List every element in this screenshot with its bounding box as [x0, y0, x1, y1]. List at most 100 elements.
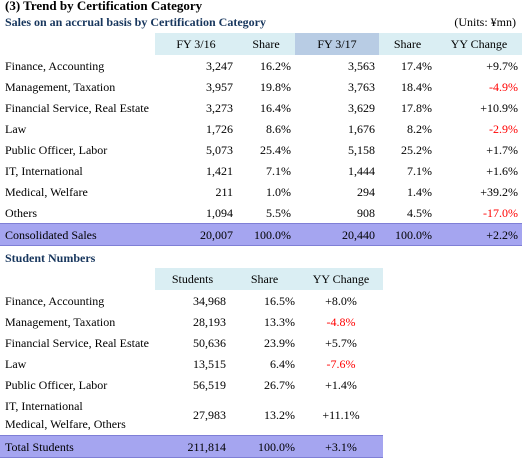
row-fy17: 294: [357, 184, 375, 199]
col-header-students: Students: [155, 268, 230, 290]
col-header-share: Share: [230, 268, 299, 290]
row-change: -7.6%: [326, 356, 356, 371]
total-label: Total Students: [0, 435, 155, 458]
total-change: +3.1%: [299, 435, 383, 458]
sales-table: FY 3/16 Share FY 3/17 Share YY Change Fi…: [0, 33, 522, 246]
table-row: Finance, Accounting 34,968 16.5% +8.0%: [0, 290, 383, 311]
total-share: 100.0%: [230, 435, 299, 458]
row-fy16: 5,073: [206, 142, 233, 157]
row-share16: 19.8%: [260, 79, 291, 94]
total-fy17: 20,440: [295, 223, 379, 246]
row-fy17: 3,563: [348, 58, 375, 73]
table-row: IT, International 1,421 7.1% 1,444 7.1% +1.6%: [0, 160, 522, 181]
row-share: 16.5%: [264, 293, 295, 308]
units-label: (Units: ¥mn): [454, 15, 516, 29]
row-share16: 7.1%: [266, 163, 291, 178]
col-header-change: YY Change: [436, 33, 522, 55]
table-row: Financial Service, Real Estate 50,636 23.9…: [0, 332, 383, 353]
row-share16: 25.4%: [260, 142, 291, 157]
row-share17: 18.4%: [401, 79, 432, 94]
row-students: 50,636: [193, 335, 226, 350]
row-label: IT, International: [5, 163, 83, 178]
sales-header-row: FY 3/16 Share FY 3/17 Share YY Change: [0, 33, 522, 55]
row-change: -4.9%: [489, 79, 518, 94]
row-change: +1.4%: [325, 377, 357, 392]
table-row: IT, International Medical, Welfare, Othe…: [0, 395, 383, 436]
total-share17: 100.0%: [379, 223, 436, 246]
row-change: +1.7%: [486, 142, 518, 157]
students-header-row: Students Share YY Change: [0, 268, 383, 290]
row-label: Finance, Accounting: [5, 293, 105, 308]
total-students: 211,814: [155, 435, 230, 458]
row-fy17: 3,763: [348, 79, 375, 94]
row-change: -17.0%: [483, 205, 518, 220]
table-row: Others 1,094 5.5% 908 4.5% -17.0%: [0, 202, 522, 224]
row-share17: 25.2%: [401, 142, 432, 157]
row-change: +9.7%: [486, 58, 518, 73]
row-students: 13,515: [193, 356, 226, 371]
row-fy16: 3,273: [206, 100, 233, 115]
row-students: 34,968: [193, 293, 226, 308]
table-row: Finance, Accounting 3,247 16.2% 3,563 17.4% +…: [0, 55, 522, 76]
row-share: 13.3%: [264, 314, 295, 329]
row-share17: 4.5%: [407, 205, 432, 220]
row-change: +11.1%: [322, 408, 360, 422]
col-header-fy17: FY 3/17: [295, 33, 379, 55]
row-share: 26.7%: [264, 377, 295, 392]
row-share16: 1.0%: [266, 184, 291, 199]
col-header-fy16: FY 3/16: [155, 33, 237, 55]
sales-table-title: Sales on an accrual basis by Certificati…: [5, 15, 266, 29]
students-table-title: Student Numbers: [5, 251, 96, 265]
row-share: 23.9%: [264, 335, 295, 350]
row-label: Management, Taxation: [5, 79, 116, 94]
row-label: Medical, Welfare: [5, 184, 88, 199]
table-row: Management, Taxation 28,193 13.3% -4.8%: [0, 311, 383, 332]
row-students: 28,193: [193, 314, 226, 329]
sales-total-row: Consolidated Sales 20,007 100.0% 20,440 …: [0, 223, 522, 246]
table-row: Financial Service, Real Estate 3,273 16.4%…: [0, 97, 522, 118]
row-share17: 7.1%: [407, 163, 432, 178]
col-header-change: YY Change: [299, 268, 383, 290]
row-change: +1.6%: [486, 163, 518, 178]
row-change: +39.2%: [480, 184, 518, 199]
row-share17: 17.8%: [401, 100, 432, 115]
table-row: Management, Taxation 3,957 19.8% 3,763 18.4%…: [0, 76, 522, 97]
total-share16: 100.0%: [237, 223, 295, 246]
row-fy16: 1,094: [206, 205, 233, 220]
total-fy16: 20,007: [155, 223, 237, 246]
students-table: Students Share YY Change Finance, Accoun…: [0, 268, 383, 458]
students-total-row: Total Students 211,814 100.0% +3.1%: [0, 435, 383, 458]
row-label: Public Officer, Labor: [5, 377, 108, 392]
row-share16: 16.4%: [260, 100, 291, 115]
row-share: 13.2%: [264, 408, 295, 422]
row-label: Finance, Accounting: [5, 58, 105, 73]
table-row: Law 1,726 8.6% 1,676 8.2% -2.9%: [0, 118, 522, 139]
row-label: Public Officer, Labor: [5, 142, 108, 157]
row-label-line: IT, International: [5, 399, 83, 413]
row-fy17: 1,444: [348, 163, 375, 178]
total-change: +2.2%: [436, 223, 522, 246]
table-row: Medical, Welfare 211 1.0% 294 1.4% +39.2%: [0, 181, 522, 202]
row-fy16: 3,247: [206, 58, 233, 73]
row-fy16: 1,726: [206, 121, 233, 136]
row-share16: 5.5%: [266, 205, 291, 220]
col-header-share17: Share: [379, 33, 436, 55]
row-fy17: 908: [357, 205, 375, 220]
row-fy17: 3,629: [348, 100, 375, 115]
row-label: Management, Taxation: [5, 314, 116, 329]
row-label-line: Medical, Welfare, Others: [5, 417, 126, 431]
row-change: -2.9%: [489, 121, 518, 136]
row-label: Financial Service, Real Estate: [5, 100, 149, 115]
row-students: 56,519: [193, 377, 226, 392]
row-change: +10.9%: [480, 100, 518, 115]
header-blank: [0, 33, 155, 55]
table-row: Public Officer, Labor 56,519 26.7% +1.4%: [0, 374, 383, 395]
row-fy16: 211: [215, 184, 233, 199]
row-label: Others: [5, 205, 37, 220]
row-label: Financial Service, Real Estate: [5, 335, 149, 350]
row-share: 6.4%: [270, 356, 295, 371]
row-fy16: 1,421: [206, 163, 233, 178]
col-header-share16: Share: [237, 33, 295, 55]
row-label: Law: [5, 356, 27, 371]
row-change: -4.8%: [326, 314, 356, 329]
